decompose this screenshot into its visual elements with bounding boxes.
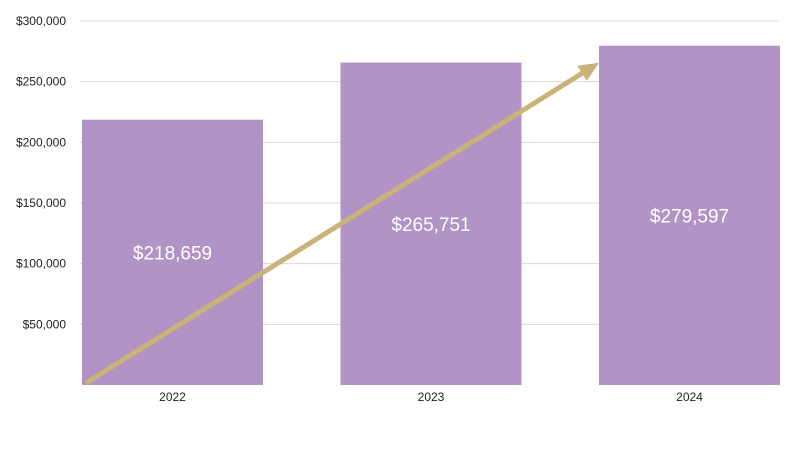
data-label: $218,659: [133, 243, 212, 264]
data-label: $265,751: [391, 215, 470, 236]
x-tick-label: 2024: [676, 390, 703, 404]
y-tick-label: $200,000: [16, 135, 66, 149]
y-tick-label: $300,000: [16, 14, 66, 28]
x-axis: 2022 2023 2024: [159, 390, 703, 404]
bar: [82, 119, 263, 385]
y-tick-label: $50,000: [23, 317, 67, 331]
bar: [599, 45, 780, 385]
arrow-shaft: [84, 70, 586, 386]
bars: [82, 45, 780, 386]
x-tick-label: 2022: [159, 390, 186, 404]
data-labels: $218,659 $265,751 $279,597: [133, 206, 729, 264]
y-tick-label: $150,000: [16, 196, 66, 210]
y-tick-label: $100,000: [16, 257, 66, 271]
y-tick-label: $250,000: [16, 75, 66, 89]
arrow-head: [577, 62, 599, 81]
bar: [340, 62, 522, 386]
x-tick-label: 2023: [418, 390, 445, 404]
trend-arrow: [84, 62, 599, 386]
y-axis: $50,000 $100,000 $150,000 $200,000 $250,000 $…: [16, 14, 66, 331]
data-label: $279,597: [650, 206, 729, 227]
